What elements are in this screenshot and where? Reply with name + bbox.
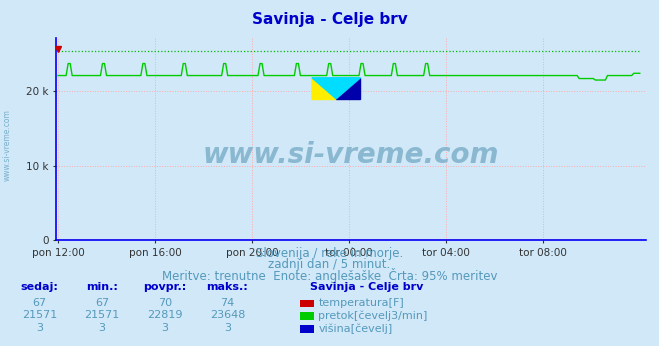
Text: www.si-vreme.com: www.si-vreme.com <box>203 142 499 170</box>
Text: www.si-vreme.com: www.si-vreme.com <box>3 109 12 181</box>
Text: maks.:: maks.: <box>206 282 248 292</box>
Bar <box>336 78 360 99</box>
Text: 21571: 21571 <box>22 310 57 320</box>
Text: 74: 74 <box>220 298 235 308</box>
Text: pretok[čevelj3/min]: pretok[čevelj3/min] <box>318 310 428 321</box>
Text: Savinja - Celje brv: Savinja - Celje brv <box>310 282 423 292</box>
Text: Slovenija / reke in morje.: Slovenija / reke in morje. <box>256 247 403 261</box>
Text: 70: 70 <box>158 298 172 308</box>
Text: 3: 3 <box>161 323 168 333</box>
Text: 23648: 23648 <box>210 310 245 320</box>
Text: 3: 3 <box>99 323 105 333</box>
Text: 3: 3 <box>36 323 43 333</box>
Polygon shape <box>312 78 336 99</box>
Text: višina[čevelj]: višina[čevelj] <box>318 323 393 334</box>
Text: min.:: min.: <box>86 282 118 292</box>
Text: sedaj:: sedaj: <box>20 282 59 292</box>
Text: 67: 67 <box>95 298 109 308</box>
Text: 67: 67 <box>32 298 47 308</box>
Text: Meritve: trenutne  Enote: anglešaške  Črta: 95% meritev: Meritve: trenutne Enote: anglešaške Črta… <box>161 268 498 283</box>
Bar <box>312 78 336 99</box>
Text: 3: 3 <box>224 323 231 333</box>
Polygon shape <box>336 78 360 99</box>
Text: Savinja - Celje brv: Savinja - Celje brv <box>252 12 407 27</box>
Text: povpr.:: povpr.: <box>143 282 186 292</box>
Text: 21571: 21571 <box>84 310 120 320</box>
Polygon shape <box>312 78 336 99</box>
Text: 22819: 22819 <box>147 310 183 320</box>
Text: zadnji dan / 5 minut.: zadnji dan / 5 minut. <box>268 258 391 271</box>
Text: temperatura[F]: temperatura[F] <box>318 298 404 308</box>
